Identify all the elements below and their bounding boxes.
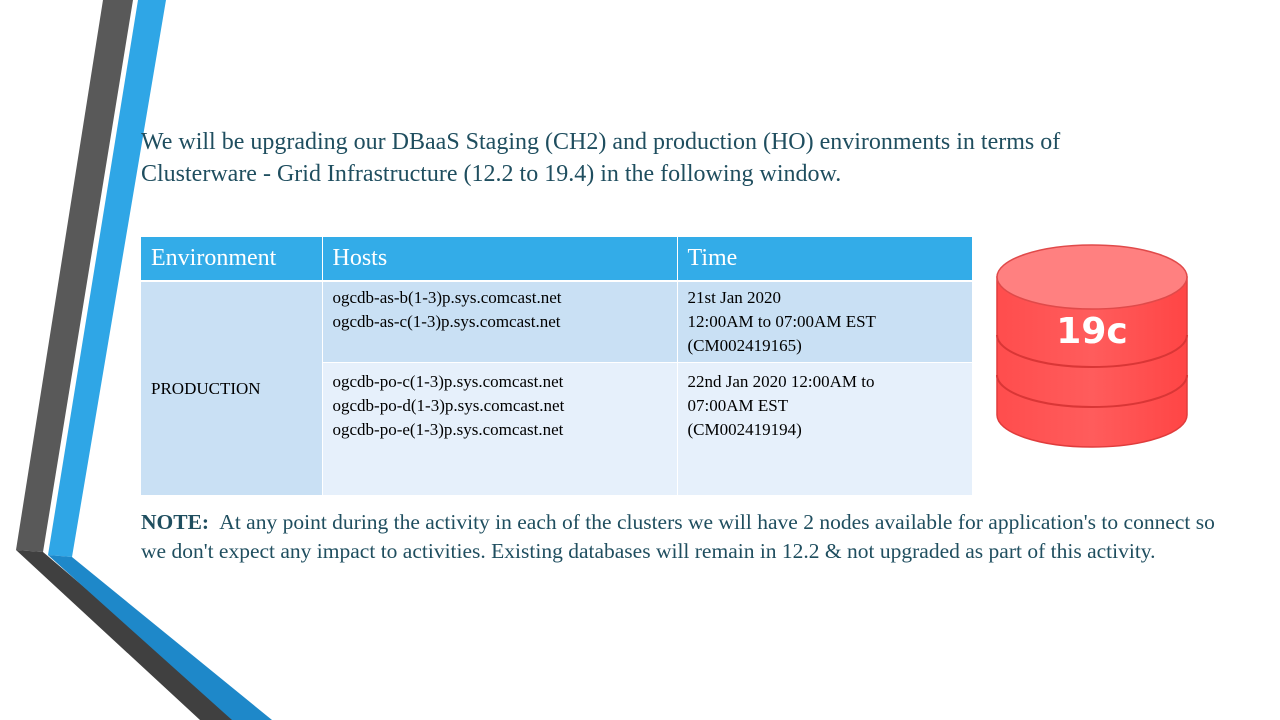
- gray-stripe-top: [16, 0, 133, 552]
- header-time: Time: [677, 237, 972, 282]
- header-environment: Environment: [141, 237, 323, 282]
- db-version-label: 19c: [1056, 311, 1127, 352]
- note-label: NOTE:: [141, 510, 210, 534]
- intro-paragraph: We will be upgrading our DBaaS Staging (…: [141, 126, 1181, 190]
- time-line: 12:00AM to 07:00AM EST: [687, 312, 876, 331]
- table-header-row: Environment Hosts Time: [141, 237, 972, 282]
- change-id: (CM002419194): [687, 420, 802, 439]
- change-id: (CM002419165): [687, 336, 802, 355]
- host-name: ogcdb-as-b(1-3)p.sys.comcast.net: [332, 288, 562, 307]
- time-line: 21st Jan 2020: [687, 288, 782, 307]
- host-name: ogcdb-po-e(1-3)p.sys.comcast.net: [332, 420, 564, 439]
- intro-line-2: Clusterware - Grid Infrastructure (12.2 …: [141, 161, 842, 187]
- intro-line-1: We will be upgrading our DBaaS Staging (…: [141, 129, 1061, 155]
- host-name: ogcdb-as-c(1-3)p.sys.comcast.net: [332, 312, 561, 331]
- header-hosts: Hosts: [322, 237, 678, 282]
- note-text: At any point during the activity in each…: [141, 510, 1215, 563]
- blue-stripe-bottom: [48, 555, 272, 720]
- table-row: ogcdb-po-c(1-3)p.sys.comcast.net ogcdb-p…: [141, 362, 972, 496]
- host-name: ogcdb-po-c(1-3)p.sys.comcast.net: [332, 372, 564, 391]
- database-icon: 19c: [996, 244, 1188, 448]
- hosts-cell: ogcdb-as-b(1-3)p.sys.comcast.net ogcdb-a…: [322, 281, 678, 363]
- time-line: 07:00AM EST: [687, 396, 789, 415]
- blue-stripe-top: [48, 0, 166, 557]
- host-name: ogcdb-po-d(1-3)p.sys.comcast.net: [332, 396, 565, 415]
- schedule-table: Environment Hosts Time PRODUCTION ogcdb-…: [141, 237, 972, 496]
- time-cell: 22nd Jan 2020 12:00AM to 07:00AM EST (CM…: [677, 362, 972, 496]
- time-cell: 21st Jan 2020 12:00AM to 07:00AM EST (CM…: [677, 281, 972, 363]
- note-paragraph: NOTE: At any point during the activity i…: [141, 508, 1231, 566]
- time-line: 22nd Jan 2020 12:00AM to: [687, 372, 875, 391]
- table-row: PRODUCTION ogcdb-as-b(1-3)p.sys.comcast.…: [141, 281, 972, 496]
- environment-cell: PRODUCTION: [141, 281, 323, 496]
- gray-stripe-bottom: [16, 550, 240, 720]
- hosts-cell: ogcdb-po-c(1-3)p.sys.comcast.net ogcdb-p…: [322, 362, 678, 496]
